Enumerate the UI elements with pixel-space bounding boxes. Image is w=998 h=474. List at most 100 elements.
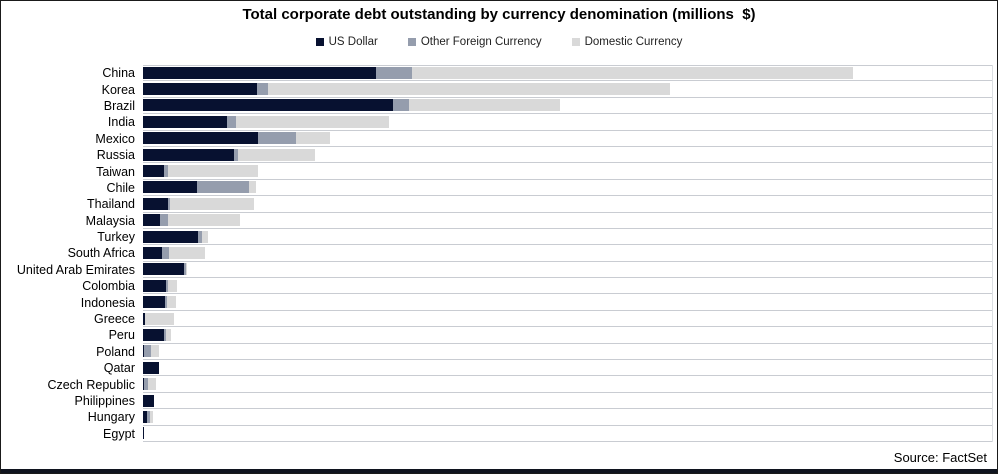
bar-segment-domestic-currency — [170, 197, 254, 210]
bar-track — [143, 278, 992, 295]
bar-track — [143, 409, 992, 426]
bar-segment-us-dollar — [143, 230, 198, 243]
chart-row: Mexico — [1, 131, 993, 147]
category-label: South Africa — [67, 246, 135, 261]
bar-track — [143, 81, 992, 98]
bar-track — [143, 294, 992, 311]
bar-segment-other-foreign-currency — [376, 66, 412, 79]
category-label: Taiwan — [96, 164, 135, 179]
chart-row: Colombia — [1, 278, 993, 295]
category-label: Peru — [108, 328, 135, 343]
bar-segment-us-dollar — [143, 148, 234, 161]
bar-segment-domestic-currency — [412, 66, 853, 79]
bar-segment-domestic-currency — [150, 410, 153, 423]
chart-row: Taiwan — [1, 163, 993, 180]
bar-segment-other-foreign-currency — [184, 263, 186, 276]
bar-segment-us-dollar — [143, 312, 145, 325]
legend-item-1: Other Foreign Currency — [407, 36, 542, 48]
category-label: Qatar — [103, 361, 135, 376]
bar-track — [143, 311, 992, 328]
bar-track — [143, 213, 992, 229]
bar-track — [143, 65, 992, 82]
category-label: Russia — [96, 148, 135, 163]
category-label: Indonesia — [80, 295, 135, 310]
bar-segment-us-dollar — [143, 263, 184, 276]
bar-segment-domestic-currency — [169, 246, 205, 259]
bar-segment-us-dollar — [143, 165, 164, 178]
category-label: Greece — [94, 312, 135, 327]
bar-segment-other-foreign-currency — [144, 345, 151, 358]
bar-segment-other-foreign-currency — [234, 148, 238, 161]
bar-segment-us-dollar — [143, 66, 376, 79]
bar-segment-domestic-currency — [168, 165, 258, 178]
bar-segment-us-dollar — [143, 279, 166, 292]
bottom-border-bar — [1, 469, 997, 473]
legend-label: Domestic Currency — [584, 36, 683, 48]
bar-segment-domestic-currency — [296, 132, 330, 145]
bar-track — [143, 196, 992, 213]
bar-segment-us-dollar — [143, 345, 144, 358]
bar-track — [143, 180, 992, 197]
chart-row: Indonesia — [1, 294, 993, 311]
chart-row: Czech Republic — [1, 376, 993, 393]
bar-track — [143, 426, 992, 442]
bar-segment-domestic-currency — [249, 181, 256, 194]
bar-segment-domestic-currency — [145, 312, 174, 325]
bar-segment-other-foreign-currency — [165, 296, 167, 309]
category-label: Brazil — [103, 98, 135, 113]
bar-segment-domestic-currency — [151, 345, 159, 358]
category-label: Mexico — [95, 131, 135, 146]
bar-segment-us-dollar — [143, 296, 165, 309]
category-label: China — [102, 66, 135, 81]
chart-row: Malaysia — [1, 213, 993, 229]
category-label: Poland — [96, 344, 135, 359]
bar-segment-us-dollar — [143, 181, 197, 194]
bar-track — [143, 360, 992, 377]
bar-track — [143, 147, 992, 164]
bar-segment-us-dollar — [143, 378, 144, 391]
bar-segment-domestic-currency — [236, 115, 389, 128]
chart-row: Korea — [1, 81, 993, 98]
bar-segment-domestic-currency — [238, 148, 315, 161]
bar-track — [143, 98, 992, 115]
plot-area: China Korea Brazil India Mexico Russia Taiwan C… — [1, 65, 993, 442]
bar-segment-domestic-currency — [202, 230, 208, 243]
category-label: Chile — [106, 180, 136, 195]
bar-segment-domestic-currency — [409, 99, 560, 112]
chart-row: Hungary — [1, 409, 993, 426]
bar-segment-other-foreign-currency — [164, 328, 166, 341]
category-label: Korea — [101, 82, 135, 97]
bar-segment-domestic-currency — [148, 378, 156, 391]
legend-swatch-icon — [571, 38, 580, 46]
bar-segment-us-dollar — [143, 427, 144, 440]
category-label: United Arab Emirates — [16, 262, 135, 277]
chart-row: India — [1, 114, 993, 131]
bar-segment-us-dollar — [143, 214, 160, 227]
bar-track — [143, 327, 992, 344]
category-label: Egypt — [103, 426, 135, 441]
bar-segment-domestic-currency — [186, 263, 187, 276]
bar-segment-other-foreign-currency — [164, 165, 168, 178]
category-label: Turkey — [97, 230, 135, 245]
bar-track — [143, 131, 992, 147]
bar-track — [143, 393, 992, 410]
category-label: Philippines — [74, 394, 135, 408]
bar-segment-other-foreign-currency — [147, 410, 150, 423]
bar-track — [143, 245, 992, 262]
chart-row: Peru — [1, 327, 993, 344]
bar-segment-us-dollar — [143, 83, 257, 96]
bar-segment-other-foreign-currency — [258, 132, 296, 145]
source-credit: Source: FactSet — [893, 450, 987, 465]
bar-segment-other-foreign-currency — [257, 83, 268, 96]
bar-track — [143, 114, 992, 131]
bar-segment-domestic-currency — [268, 83, 670, 96]
bar-segment-us-dollar — [143, 246, 162, 259]
legend-swatch-icon — [315, 38, 324, 46]
chart-row: United Arab Emirates — [1, 262, 993, 279]
chart-row: Thailand — [1, 196, 993, 213]
legend-item-0: US Dollar — [315, 36, 378, 48]
bar-segment-domestic-currency — [166, 328, 171, 341]
chart-row: Brazil — [1, 98, 993, 115]
plot-right-border — [992, 65, 993, 442]
chart-title: Total corporate debt outstanding by curr… — [242, 6, 756, 23]
